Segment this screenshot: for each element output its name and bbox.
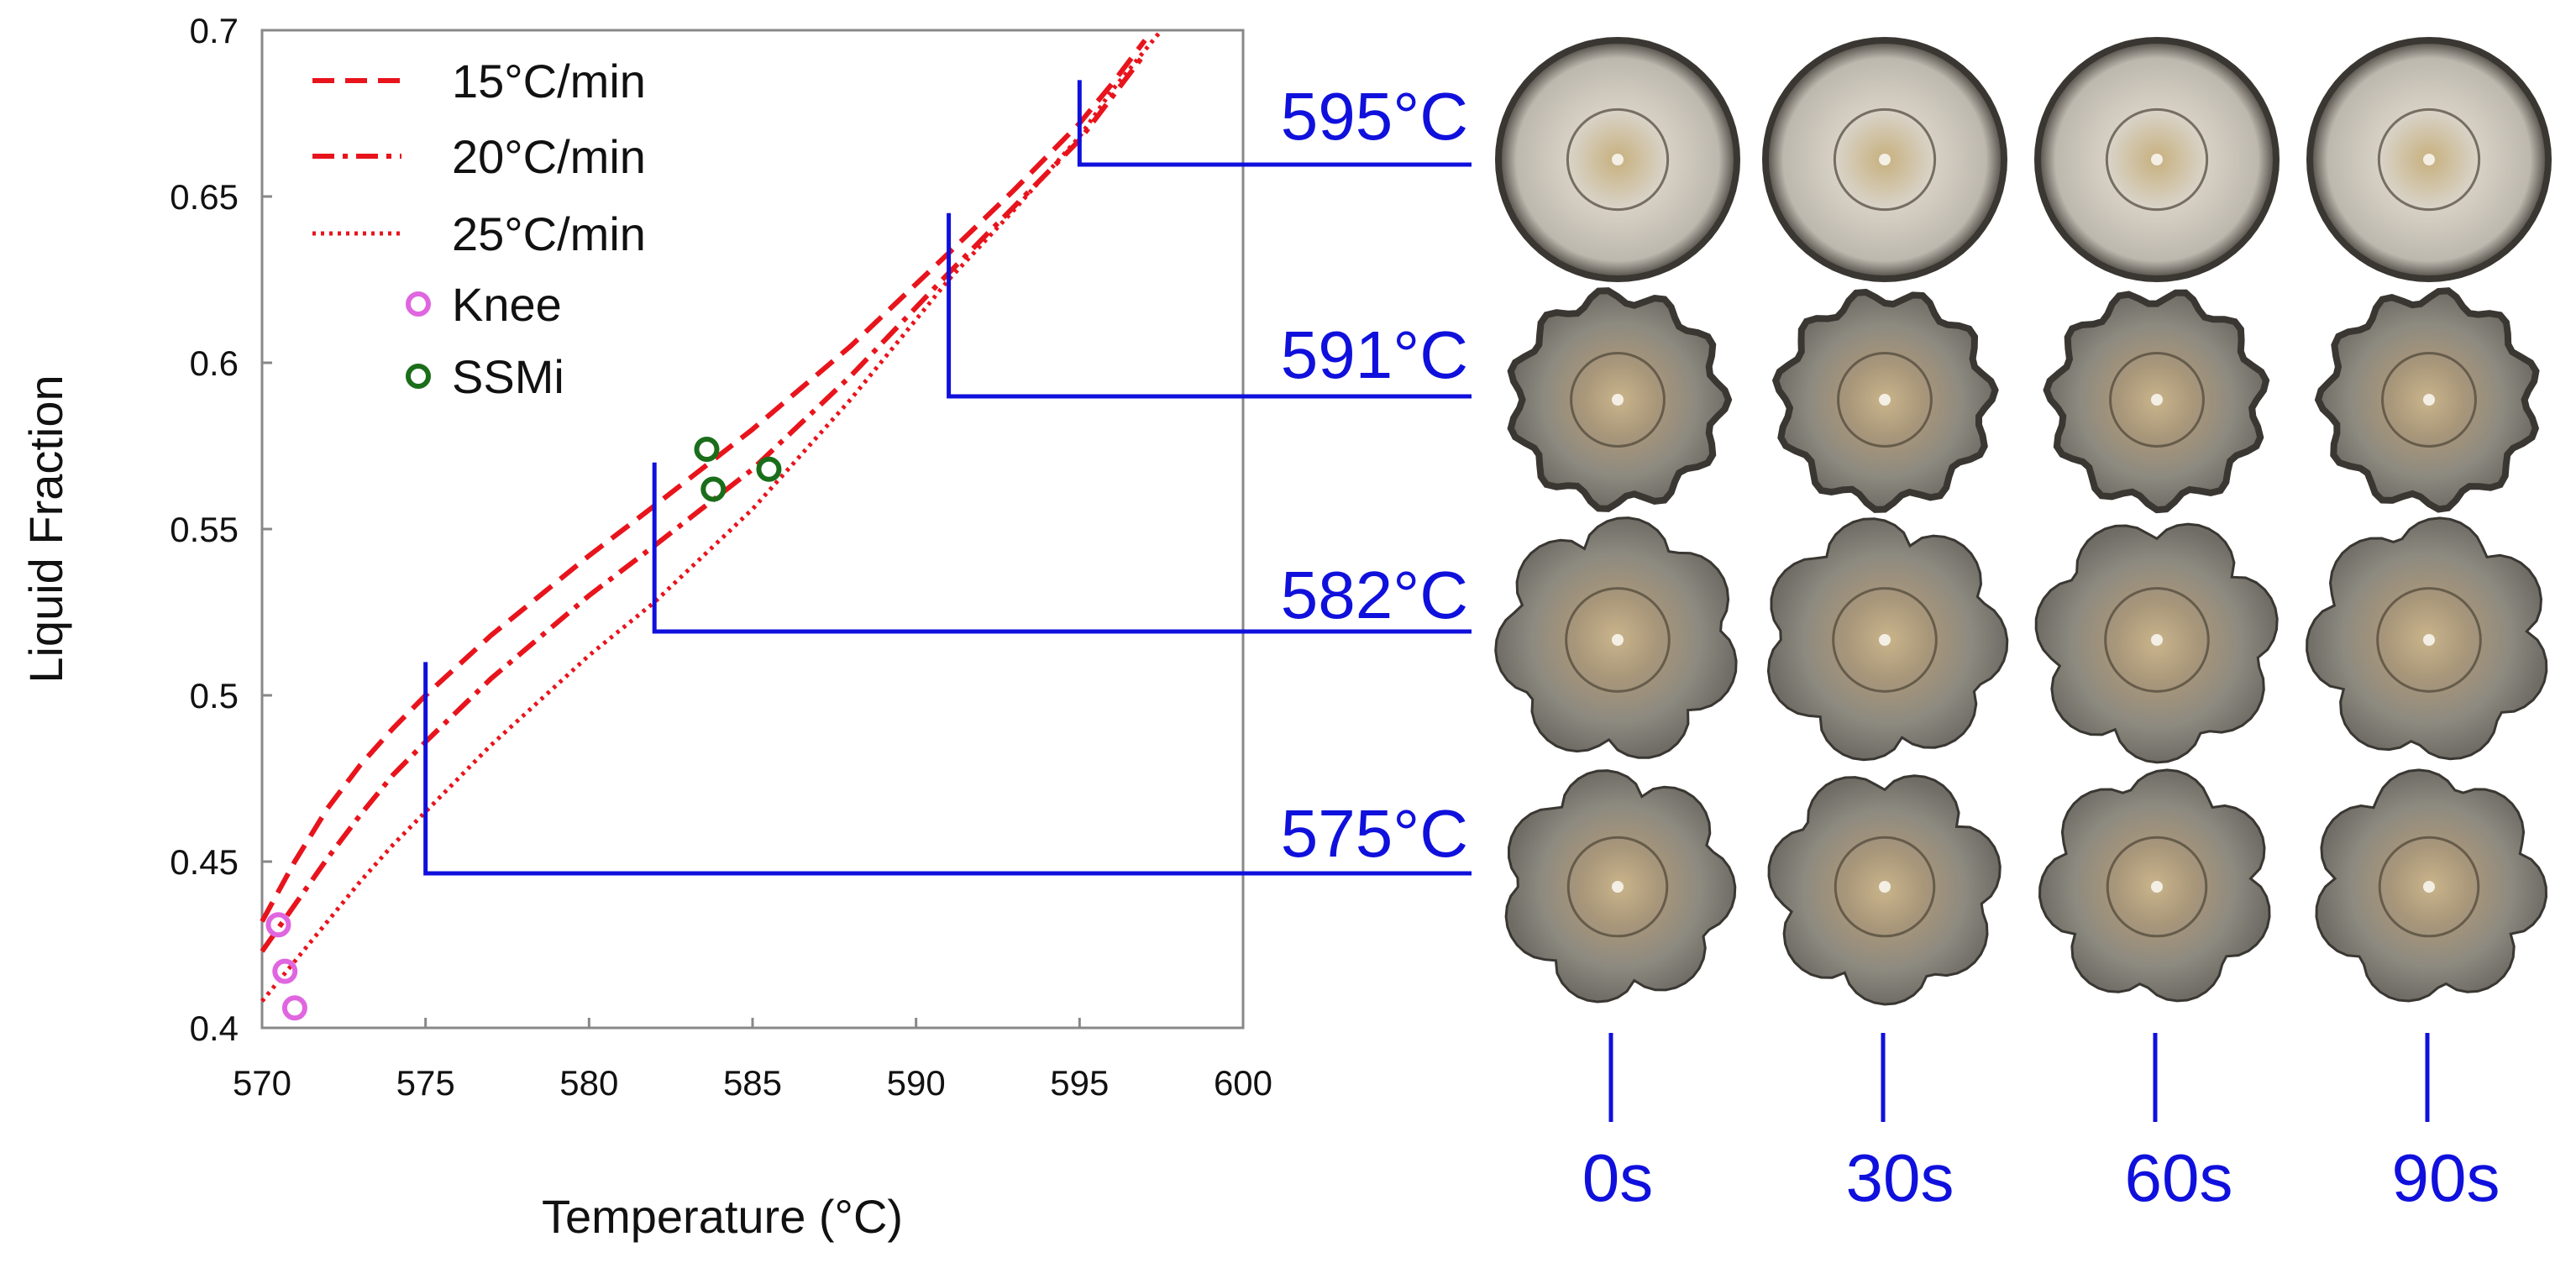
sample-photo (2043, 289, 2270, 514)
sample-photo (1771, 288, 1999, 513)
sample-photo (2306, 516, 2548, 761)
x-axis-title: Temperature (°C) (542, 1190, 903, 1243)
time-label-90s: 90s (2392, 1140, 2500, 1215)
marker-knee (272, 958, 298, 984)
legend-label-20: 20°C/min (452, 130, 646, 183)
temp-label-595: 595°C (1281, 79, 1468, 154)
marker-ssmi (756, 456, 782, 482)
series-line-2 (260, 29, 1163, 1003)
bracket-575 (423, 662, 1472, 876)
bracket-595 (1077, 80, 1472, 167)
x-tick-label: 580 (559, 1063, 618, 1103)
x-tick-label: 595 (1050, 1063, 1109, 1103)
sample-photo (2033, 36, 2280, 283)
legend-label-25: 25°C/min (452, 207, 646, 260)
time-label-30s: 30s (1846, 1140, 1954, 1215)
sample-photo (2034, 522, 2279, 764)
plot-frame (260, 29, 1245, 1030)
y-tick-label: 0.4 (190, 1009, 239, 1048)
series-line-0 (260, 39, 1147, 923)
legend-label-15: 15°C/min (452, 55, 646, 107)
curves (260, 29, 1163, 1003)
x-tick-label: 600 (1214, 1063, 1272, 1103)
y-axis-title: Liquid Fraction (19, 375, 72, 683)
y-tick-label: 0.45 (170, 842, 239, 882)
axis-ticks: 570 575 580 585 590 595 600 0.4 0.45 0.5 0.55 0.6 0.… (170, 11, 1272, 1103)
x-tick-label: 585 (723, 1063, 782, 1103)
sample-photo (1766, 517, 2009, 762)
markers (265, 436, 782, 1021)
sample-photo (2315, 768, 2548, 1003)
marker-knee (281, 995, 307, 1021)
time-markers: 0s 30s 60s 90s (1582, 1033, 2500, 1215)
sample-photo (1494, 516, 1738, 759)
sample-grid (1494, 36, 2552, 1006)
sample-photo (1504, 769, 1737, 1004)
legend: 15°C/min 20°C/min 25°C/min Knee SSMi (312, 55, 646, 403)
sample-photo (1761, 36, 2008, 283)
x-tick-label: 570 (233, 1063, 291, 1103)
legend-marker-ssmi (406, 364, 431, 389)
y-tick-label: 0.7 (190, 11, 239, 50)
y-tick-label: 0.5 (190, 676, 239, 715)
sample-photo (2038, 768, 2271, 1003)
y-tick-label: 0.65 (170, 177, 239, 217)
temp-label-575: 575°C (1281, 796, 1468, 871)
legend-label-ssmi: SSMi (452, 350, 564, 403)
y-tick-label: 0.6 (190, 343, 239, 383)
x-tick-label: 575 (396, 1063, 455, 1103)
temp-label-582: 582°C (1281, 558, 1468, 632)
temp-label-591: 591°C (1281, 317, 1468, 392)
y-tick-label: 0.55 (170, 510, 239, 549)
sample-photo (1507, 287, 1733, 512)
temperature-brackets (423, 80, 1472, 876)
legend-marker-knee (406, 291, 431, 317)
marker-ssmi (694, 436, 720, 462)
sample-photo (2306, 36, 2552, 283)
marker-ssmi (700, 476, 727, 502)
sample-photo (1494, 36, 1741, 283)
sample-photo (2314, 287, 2540, 513)
legend-label-knee: Knee (452, 278, 562, 331)
time-label-60s: 60s (2125, 1140, 2233, 1215)
sample-photo (1767, 774, 2002, 1006)
bracket-582 (652, 462, 1472, 634)
x-tick-label: 590 (887, 1063, 946, 1103)
time-label-0s: 0s (1582, 1140, 1654, 1215)
bracket-591 (947, 212, 1472, 399)
marker-knee (265, 912, 291, 938)
